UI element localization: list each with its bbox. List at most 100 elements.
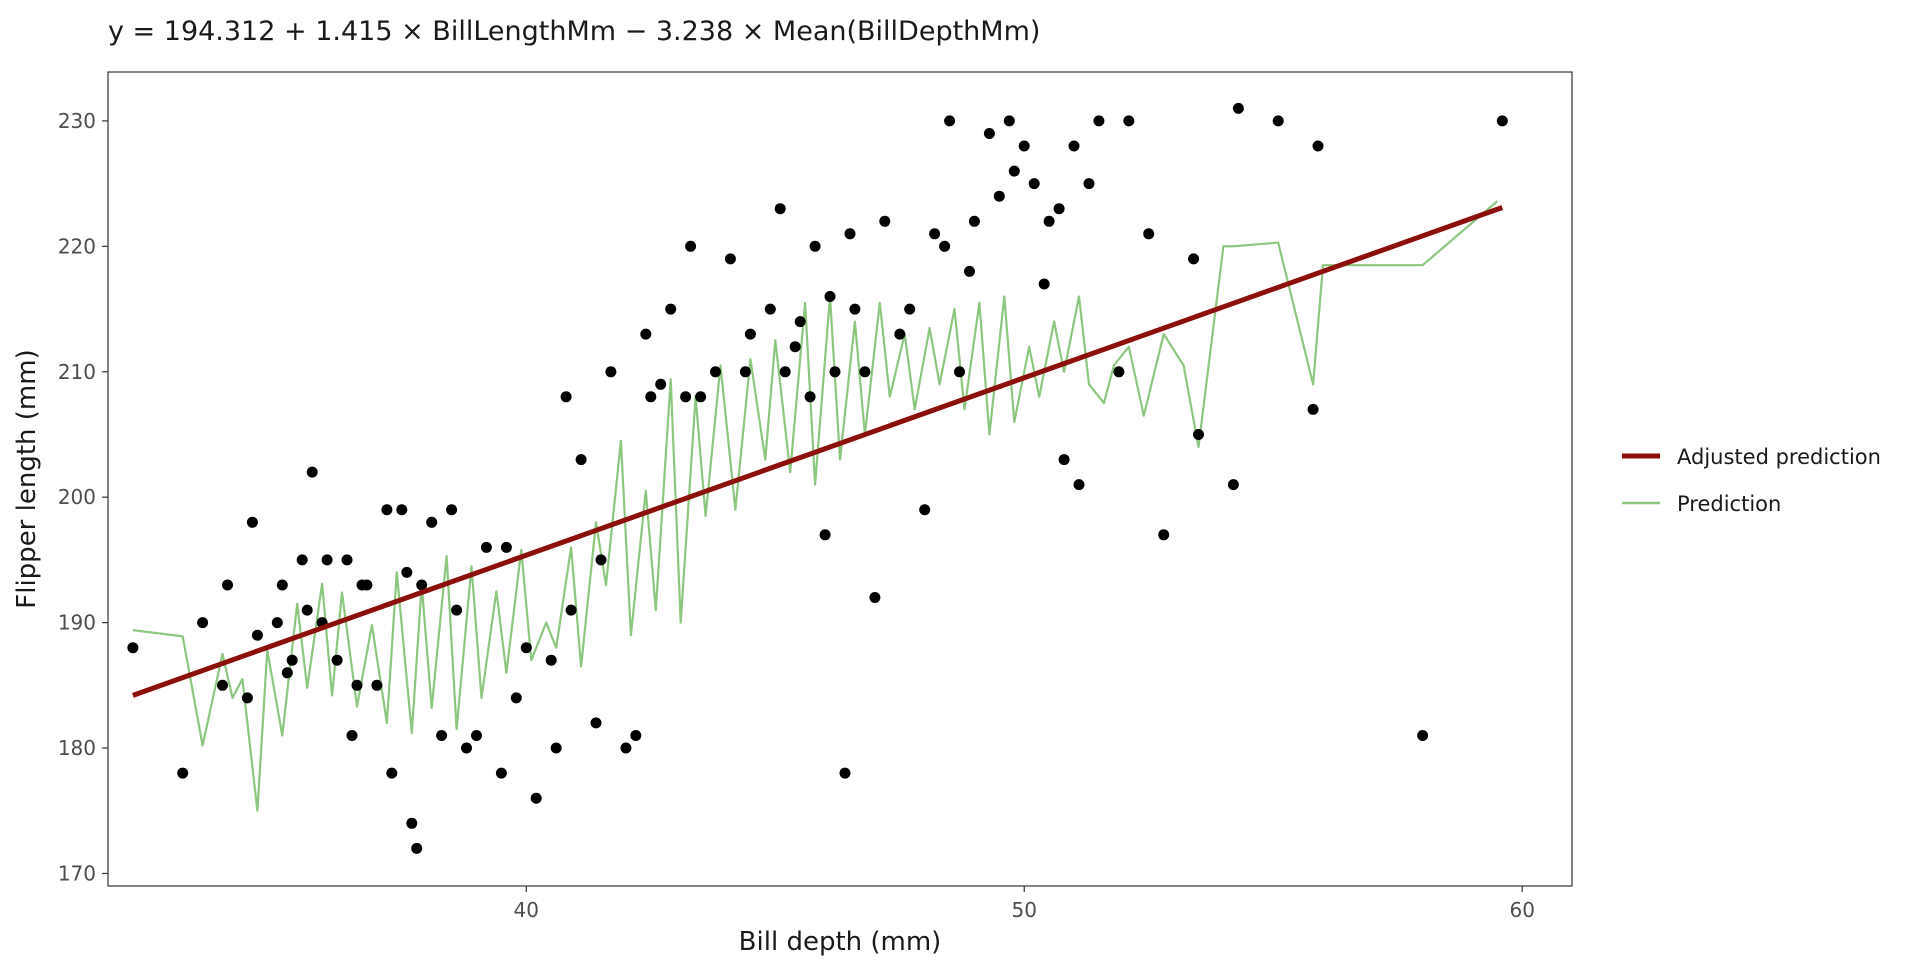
data-point bbox=[655, 378, 667, 390]
data-point bbox=[1143, 228, 1155, 240]
y-tick-label: 190 bbox=[58, 611, 96, 635]
adjusted-prediction-line bbox=[132, 205, 1504, 698]
data-point bbox=[1496, 115, 1508, 127]
data-point bbox=[401, 566, 413, 578]
data-point bbox=[680, 391, 692, 403]
data-point bbox=[246, 516, 258, 528]
data-point bbox=[411, 842, 423, 854]
data-point bbox=[993, 190, 1005, 202]
data-point bbox=[197, 617, 209, 629]
y-tick-label: 230 bbox=[58, 109, 96, 133]
data-point bbox=[1028, 178, 1040, 190]
data-point bbox=[1307, 403, 1319, 415]
data-point bbox=[620, 742, 632, 754]
data-point bbox=[426, 516, 438, 528]
legend-label-adjusted: Adjusted prediction bbox=[1677, 445, 1881, 469]
data-point bbox=[944, 115, 956, 127]
legend: Adjusted prediction Prediction bbox=[1622, 445, 1881, 516]
chart-title: y = 194.312 + 1.415 × BillLengthMm − 3.2… bbox=[108, 16, 1040, 47]
points-layer bbox=[127, 102, 1508, 854]
data-point bbox=[954, 366, 965, 378]
data-point bbox=[276, 579, 288, 591]
x-axis-title: Bill depth (mm) bbox=[739, 927, 942, 957]
adjusted-layer bbox=[132, 205, 1504, 698]
data-point bbox=[1158, 529, 1170, 541]
data-point bbox=[436, 730, 448, 741]
data-point bbox=[605, 366, 617, 378]
data-point bbox=[1073, 479, 1085, 491]
data-point bbox=[510, 692, 522, 704]
data-point bbox=[545, 654, 557, 666]
data-point bbox=[286, 654, 298, 666]
data-point bbox=[575, 454, 587, 466]
y-axis-title: Flipper length (mm) bbox=[12, 349, 42, 608]
plot-panel bbox=[107, 71, 1573, 887]
data-point bbox=[296, 554, 308, 566]
data-point bbox=[217, 679, 228, 691]
data-point bbox=[739, 366, 751, 378]
data-point bbox=[824, 291, 836, 302]
data-point bbox=[964, 265, 975, 277]
prediction-line bbox=[132, 200, 1499, 812]
data-point bbox=[1123, 115, 1135, 127]
data-point bbox=[471, 730, 482, 741]
data-point bbox=[640, 328, 652, 340]
data-point bbox=[371, 679, 383, 691]
data-point bbox=[351, 679, 363, 691]
data-point bbox=[829, 366, 841, 378]
data-point bbox=[495, 767, 507, 779]
data-point bbox=[1417, 730, 1429, 741]
data-point bbox=[331, 654, 343, 666]
data-point bbox=[177, 767, 189, 779]
data-point bbox=[819, 529, 831, 541]
x-tick-label: 40 bbox=[514, 898, 539, 922]
data-point bbox=[361, 579, 373, 591]
data-point bbox=[1312, 140, 1324, 152]
data-point bbox=[480, 541, 492, 553]
x-tick-label: 50 bbox=[1012, 898, 1037, 922]
data-point bbox=[1038, 278, 1050, 290]
data-point bbox=[710, 366, 721, 378]
data-point bbox=[1068, 140, 1080, 152]
data-point bbox=[416, 579, 428, 591]
data-point bbox=[1272, 115, 1284, 127]
data-point bbox=[764, 303, 776, 315]
data-point bbox=[1003, 115, 1015, 127]
plot-marks bbox=[127, 102, 1508, 854]
data-point bbox=[744, 328, 756, 340]
data-point bbox=[939, 240, 951, 252]
data-point bbox=[1043, 215, 1055, 227]
data-point bbox=[794, 316, 806, 328]
y-tick-label: 180 bbox=[58, 736, 96, 760]
data-point bbox=[894, 328, 906, 340]
data-point bbox=[560, 391, 572, 403]
data-point bbox=[1093, 115, 1105, 127]
data-point bbox=[590, 717, 602, 729]
x-axis: 40 50 60 bbox=[514, 886, 1535, 922]
data-point bbox=[849, 303, 861, 315]
data-point bbox=[520, 642, 532, 654]
data-point bbox=[724, 253, 736, 265]
data-point bbox=[685, 240, 697, 252]
data-point bbox=[321, 554, 333, 566]
data-point bbox=[461, 742, 472, 754]
data-point bbox=[500, 541, 512, 553]
data-point bbox=[271, 617, 283, 629]
legend-label-prediction: Prediction bbox=[1677, 492, 1781, 516]
data-point bbox=[396, 504, 408, 516]
y-tick-label: 210 bbox=[58, 360, 96, 384]
data-point bbox=[127, 642, 139, 654]
data-point bbox=[839, 767, 851, 779]
data-point bbox=[879, 215, 891, 227]
data-point bbox=[341, 554, 353, 566]
data-point bbox=[550, 742, 562, 754]
data-point bbox=[386, 767, 398, 779]
y-tick-label: 170 bbox=[58, 861, 96, 885]
data-point bbox=[1008, 165, 1020, 177]
data-point bbox=[1232, 102, 1244, 114]
data-point bbox=[904, 303, 916, 315]
data-point bbox=[645, 391, 657, 403]
data-point bbox=[1188, 253, 1200, 265]
data-point bbox=[1018, 140, 1030, 152]
